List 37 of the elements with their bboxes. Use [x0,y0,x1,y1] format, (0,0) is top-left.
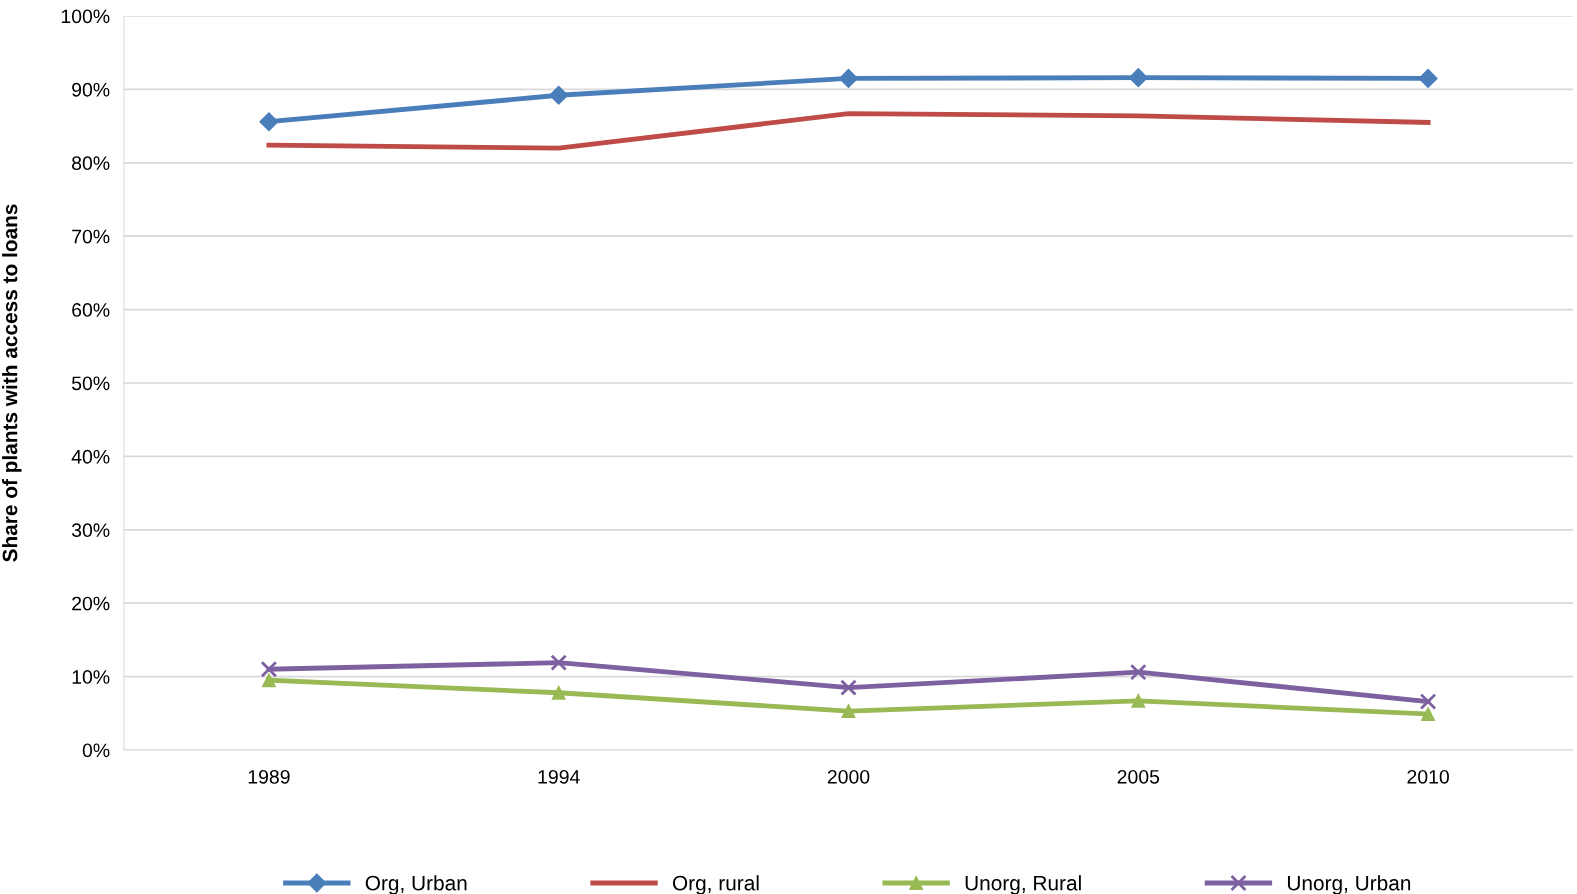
point [840,679,857,696]
line-series [266,111,1431,151]
y-tick-label: 80% [72,156,110,171]
legend-label: Unorg, Rural [965,875,1081,894]
point [550,654,568,671]
point [259,112,279,132]
x-tick-label: 2000 [827,769,870,784]
y-tick-label: 90% [72,82,110,97]
point [1128,68,1148,88]
y-tick-label: 30% [71,523,110,538]
point [838,68,859,88]
point [841,704,856,719]
point [1419,693,1437,710]
point [261,673,276,688]
y-axis-title: Share of plants with access to loans [2,204,22,562]
y-tick-label: 10% [72,670,110,684]
point [1131,693,1146,708]
point [549,85,569,105]
point [551,685,566,700]
x-tick-label: 1989 [248,769,290,784]
x-tick-label: 2005 [1117,769,1160,784]
legend-label: Org, Urban [365,875,467,894]
x-tick-label: 1994 [538,769,580,784]
point [260,660,278,678]
point [1129,663,1147,681]
point [1418,68,1438,88]
y-tick-label: 20% [72,596,110,611]
y-tick-label: 70% [72,229,110,244]
legend-label: Unorg, Urban [1287,875,1411,894]
y-tick-label: 50% [71,376,110,391]
legend-label: Org, rural [672,875,759,894]
x-tick-label: 2010 [1407,769,1449,784]
y-tick-label: 100% [61,9,110,24]
y-tick-label: 40% [71,449,110,464]
point [1421,707,1436,721]
y-tick-label: 0% [82,743,110,758]
y-tick-label: 60% [72,303,110,317]
